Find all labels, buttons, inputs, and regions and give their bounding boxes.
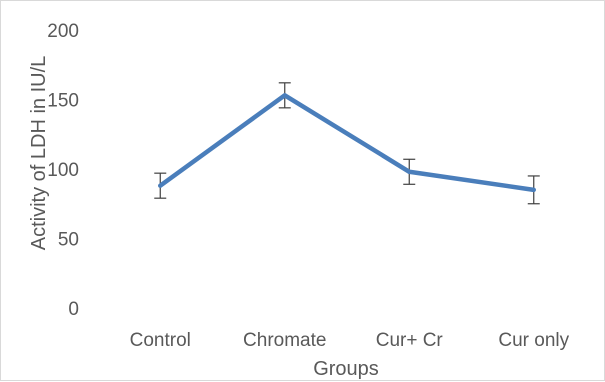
x-tick-label: Control bbox=[130, 330, 191, 351]
x-tick-label: Cur only bbox=[498, 330, 569, 351]
x-axis-ticks: Control Chromate Cur+ Cr Cur only bbox=[130, 330, 570, 351]
x-axis-title: Groups bbox=[313, 358, 379, 380]
series-line bbox=[158, 93, 536, 193]
y-tick-label: 100 bbox=[47, 160, 79, 181]
error-bars bbox=[154, 82, 540, 205]
y-tick-label: 50 bbox=[58, 230, 79, 251]
series-lines bbox=[158, 93, 536, 193]
y-tick-label: 150 bbox=[47, 91, 79, 112]
y-tick-label: 0 bbox=[68, 299, 79, 320]
x-tick-label: Cur+ Cr bbox=[376, 330, 444, 351]
y-tick-label: 200 bbox=[47, 21, 79, 42]
y-axis-ticks: 0 50 100 150 200 bbox=[47, 21, 79, 320]
x-tick-label: Chromate bbox=[243, 330, 326, 351]
y-axis-title: Activity of LDH in IU/L bbox=[28, 56, 50, 251]
